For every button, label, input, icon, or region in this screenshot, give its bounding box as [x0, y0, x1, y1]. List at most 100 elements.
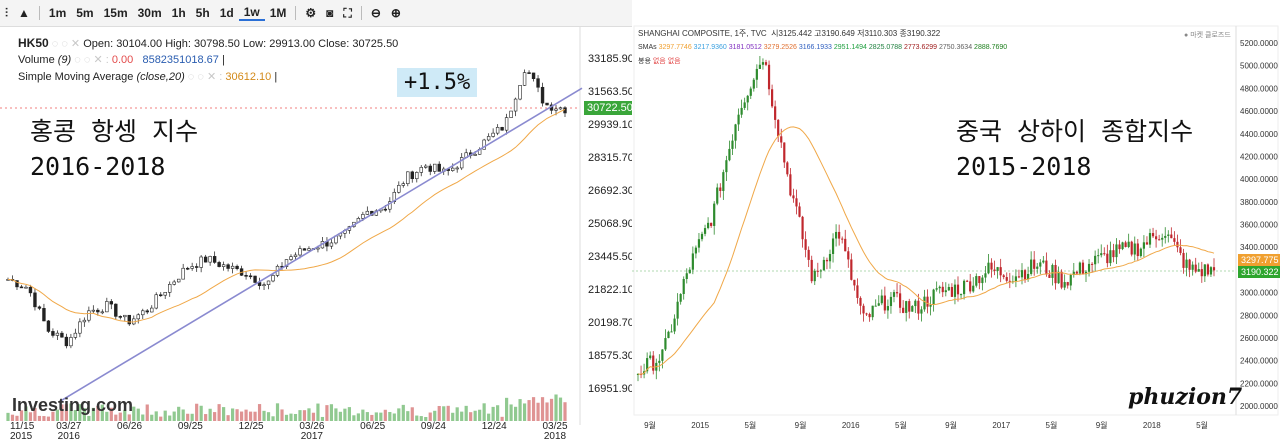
sh-candle — [728, 148, 731, 161]
tf-1m-button[interactable]: 1m — [48, 6, 67, 20]
hk-volume-bar — [491, 406, 495, 421]
sh-candle — [865, 313, 868, 315]
hk-y-tick-label: 20198.70 — [588, 317, 632, 329]
hk-candle — [159, 294, 163, 297]
sh-candle — [1161, 237, 1164, 240]
sh-candle — [1075, 271, 1078, 274]
sma-line: Simple Moving Average (close,20) ◌ ◌ ✕ :… — [18, 71, 278, 83]
sh-x-tick-label: 2017 — [992, 421, 1010, 430]
sh-candle — [737, 114, 740, 125]
hk-volume-bar — [51, 411, 55, 421]
hk-volume-bar — [239, 411, 244, 421]
hk-candle — [500, 127, 504, 131]
high-value: 30798.50 — [193, 38, 240, 50]
sh-candle — [734, 124, 737, 141]
sh-candle — [1054, 264, 1057, 284]
hk-candle — [365, 210, 370, 215]
low-value: 29913.00 — [269, 38, 316, 50]
sh-candle — [670, 331, 673, 333]
fullscreen-icon[interactable]: ⛶ — [343, 5, 352, 20]
mountain-icon[interactable]: ▲ — [18, 6, 30, 20]
hk-volume-bar — [284, 414, 289, 421]
tf-5h-button[interactable]: 5h — [195, 6, 210, 20]
hk-volume-bar — [19, 410, 24, 421]
sh-candle — [783, 142, 786, 163]
tf-30m-button[interactable]: 30m — [137, 6, 162, 20]
hk-volume-bar — [159, 416, 163, 421]
sh-candle — [883, 295, 886, 311]
sh-candle — [1069, 275, 1072, 286]
camera-icon[interactable]: ◙ — [326, 6, 334, 20]
sh-candle — [1191, 264, 1194, 270]
tf-5m-button[interactable]: 5m — [76, 6, 94, 20]
hk-candle — [109, 301, 114, 305]
hk-volume-bar — [105, 411, 109, 421]
sh-candle — [816, 270, 819, 272]
hk-candle — [199, 256, 203, 268]
tf-1M-button[interactable]: 1M — [269, 6, 287, 20]
sh-y-tick-label: 3000.0000 — [1240, 289, 1278, 298]
hk-x-year-label: 2017 — [301, 431, 324, 441]
hk-volume-bar — [464, 405, 468, 421]
tf-1d-button[interactable]: 1d — [219, 6, 234, 20]
hk-candle — [554, 108, 558, 111]
sh-candle — [999, 267, 1002, 276]
sh-candle — [661, 349, 664, 361]
sh-candle — [959, 294, 963, 296]
hk-volume-bar — [334, 408, 338, 421]
hk-candle — [253, 275, 257, 283]
eye-icon[interactable]: ◌ ◌ ✕ — [51, 38, 81, 50]
tf-1w-button[interactable]: 1w — [238, 5, 265, 21]
hk-volume-bar — [325, 405, 329, 421]
sh-candle — [1026, 273, 1030, 280]
hk-candle — [473, 153, 477, 156]
hk-candle — [217, 262, 221, 267]
hk-volume-bar — [136, 408, 140, 421]
investing-watermark: Investing.com — [12, 395, 134, 415]
sh-candle — [1170, 234, 1173, 239]
sh-candle — [941, 286, 944, 293]
hk-volume-bar — [338, 411, 343, 421]
hk-candle — [154, 294, 158, 309]
sh-candle — [1148, 233, 1152, 245]
hk-volume-bar — [383, 409, 387, 421]
sh-title: 중국 상하이 종합지수 — [956, 117, 1194, 146]
sh-candle — [923, 296, 926, 310]
hk-candle — [172, 281, 176, 285]
hk-volume-bar — [24, 406, 28, 421]
sh-candle — [1158, 239, 1161, 241]
hk-volume-bar — [460, 411, 464, 421]
hk-volume-bar — [311, 412, 316, 421]
sh-sma-price-tag: 3297.775 — [1238, 254, 1280, 266]
sh-candle — [920, 309, 923, 314]
hk-volume-bar — [437, 405, 441, 421]
hk-candle — [127, 314, 131, 325]
ohlc-line: HK50 ◌ ◌ ✕ Open: 30104.00 High: 30798.50… — [18, 36, 399, 50]
sh-candle — [700, 233, 704, 240]
sh-candle — [658, 360, 661, 363]
sh-y-tick-label: 2400.0000 — [1240, 357, 1278, 366]
sh-candle — [1154, 236, 1158, 240]
download-icon[interactable]: ⊖ — [370, 6, 381, 20]
sh-x-tick-label: 2016 — [842, 421, 860, 430]
sh-candle — [956, 284, 960, 295]
upload-icon[interactable]: ⊕ — [390, 6, 401, 20]
hk-volume-bar — [37, 415, 42, 421]
hk-candle — [28, 286, 33, 294]
sh-candle — [1194, 264, 1197, 272]
hk-candle — [69, 337, 73, 347]
hk-candle — [208, 256, 212, 263]
candle-type-icon[interactable]: ⫶ — [5, 5, 9, 20]
sh-candle — [1109, 250, 1112, 264]
sh-candle — [652, 355, 655, 371]
hk-volume-bar — [186, 413, 190, 421]
hk-volume-bar — [563, 402, 567, 421]
chart-toolbar: ⫶ ▲ 1m 5m 15m 30m 1h 5h 1d 1w 1M ⚙ ◙ ⛶ ⊖… — [0, 0, 632, 27]
tf-15m-button[interactable]: 15m — [103, 6, 128, 20]
hk-candle — [495, 127, 500, 134]
hk-candle — [96, 309, 100, 313]
hk-volume-bar — [469, 412, 473, 421]
tf-1h-button[interactable]: 1h — [171, 6, 186, 20]
sh-candle — [1167, 234, 1170, 236]
gear-icon[interactable]: ⚙ — [305, 6, 317, 20]
